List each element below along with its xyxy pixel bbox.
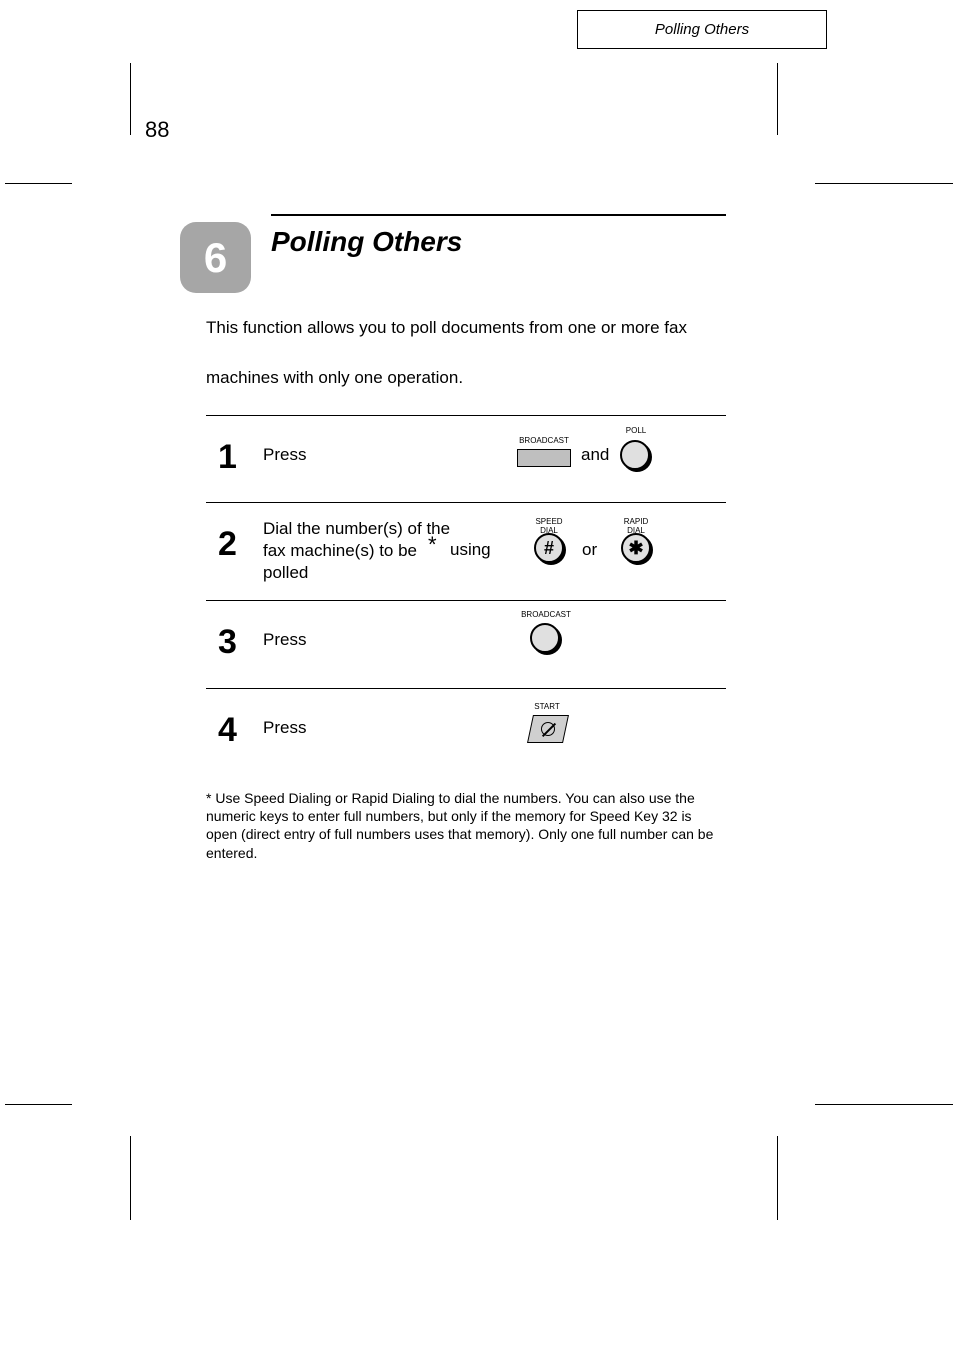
broadcast-key-label: BROADCAST: [514, 436, 574, 445]
header-text: Polling Others: [655, 21, 749, 38]
start-key-label: START: [527, 702, 567, 711]
crop-mark: [777, 63, 778, 135]
crop-mark: [777, 1136, 778, 1220]
step-rule: [206, 415, 726, 416]
crop-mark: [5, 1104, 72, 1105]
crop-mark: [130, 1136, 131, 1220]
footnote: * Use Speed Dialing or Rapid Dialing to …: [206, 789, 726, 862]
step-number-3: 3: [218, 623, 237, 662]
step-1-text: Press: [263, 444, 306, 467]
step-number-2: 2: [218, 525, 237, 564]
step-4-text: Press: [263, 717, 306, 740]
broadcast-key-icon: [517, 449, 571, 467]
broadcast-key-label-2: BROADCAST: [516, 610, 576, 619]
step-2-text-3: polled: [263, 562, 308, 585]
page-number: 88: [145, 117, 169, 143]
poll-key-label: POLL: [616, 426, 656, 435]
step-2-text-2: fax machine(s) to be: [263, 540, 417, 563]
intro-line-2: machines with only one operation.: [206, 367, 726, 389]
start-key-icon: [527, 715, 569, 743]
poll-key-icon: [620, 440, 650, 470]
chapter-number-badge: 6: [180, 222, 251, 293]
chapter-title: Polling Others: [271, 226, 462, 258]
step-3-text: Press: [263, 629, 306, 652]
crop-mark: [130, 63, 131, 135]
chapter-number: 6: [204, 234, 227, 282]
step-2-text-1: Dial the number(s) of the: [263, 518, 450, 541]
step-rule: [206, 502, 726, 503]
step-2-or: or: [582, 539, 597, 562]
step-2-using: using: [450, 539, 491, 562]
intro-line-1: This function allows you to poll documen…: [206, 317, 726, 339]
step-rule: [206, 600, 726, 601]
title-rule: [271, 214, 726, 216]
crop-mark: [5, 183, 72, 184]
header-box: Polling Others: [577, 10, 827, 49]
crop-mark: [815, 183, 953, 184]
step-number-1: 1: [218, 438, 237, 477]
step-1-and: and: [581, 444, 609, 467]
step-number-4: 4: [218, 711, 237, 750]
crop-mark: [815, 1104, 953, 1105]
step-2-asterisk: *: [428, 530, 437, 560]
hash-key-icon: #: [534, 533, 564, 563]
step-rule: [206, 688, 726, 689]
star-key-icon: ✱: [621, 533, 651, 563]
broadcast-key-icon-2: [530, 623, 560, 653]
